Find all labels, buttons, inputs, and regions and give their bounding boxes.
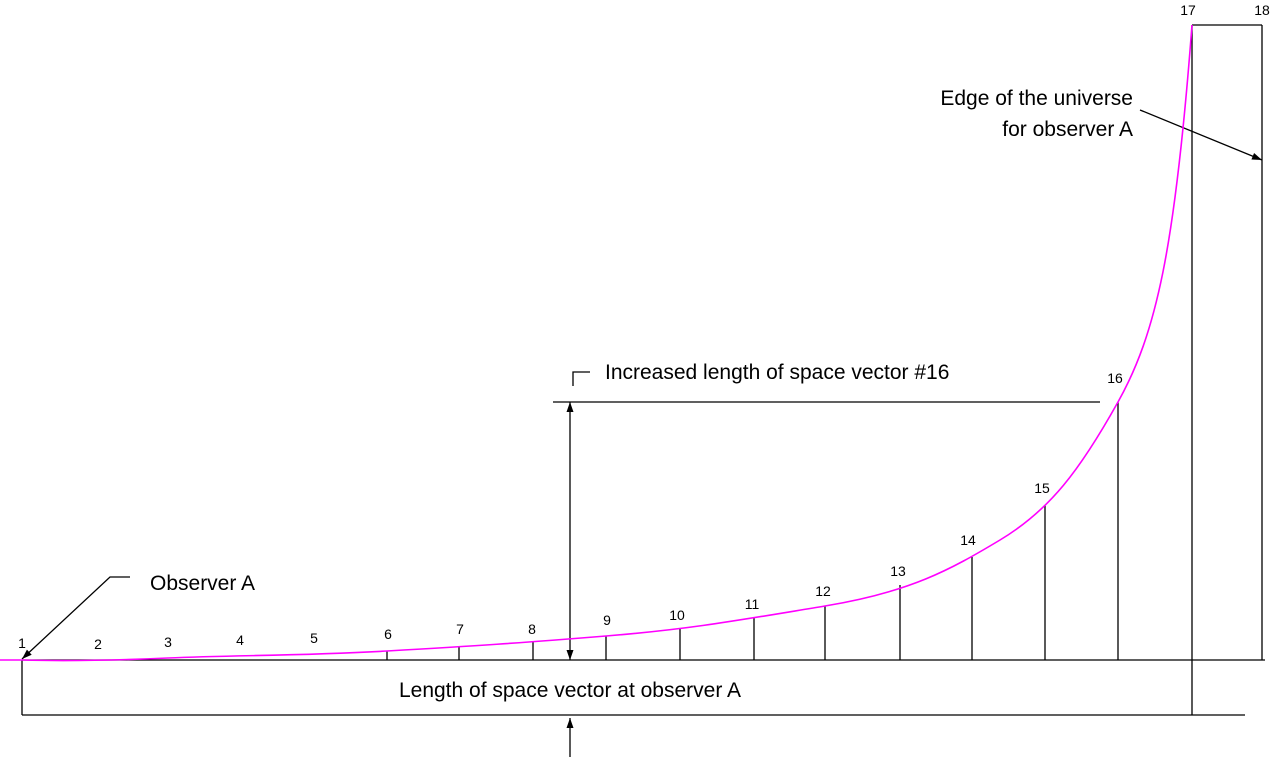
point-label: 7 xyxy=(456,621,464,637)
point-label: 3 xyxy=(164,634,172,650)
point-label: 17 xyxy=(1180,2,1196,18)
edge-label: for observer A xyxy=(1002,118,1133,141)
observer-leader xyxy=(21,576,130,660)
point-label: 1 xyxy=(18,635,26,651)
point-label: 5 xyxy=(310,630,318,646)
point-label: 15 xyxy=(1034,480,1050,496)
edge-label: Edge of the universe xyxy=(940,87,1133,110)
edge-leader xyxy=(1139,109,1263,161)
point-label: 6 xyxy=(384,626,392,642)
length-label: Length of space vector at observer A xyxy=(399,679,741,702)
point-label: 14 xyxy=(960,532,976,548)
point-label: 13 xyxy=(890,563,906,579)
point-label: 4 xyxy=(236,632,244,648)
leader xyxy=(572,371,590,386)
point-label: 11 xyxy=(745,596,760,612)
increased-label: Increased length of space vector #16 xyxy=(605,361,949,384)
observer-label: Observer A xyxy=(150,572,255,595)
point-label: 2 xyxy=(94,636,102,652)
point-label: 16 xyxy=(1107,370,1123,386)
curve xyxy=(0,24,1193,662)
frame-lines xyxy=(21,24,1265,757)
point-label: 10 xyxy=(669,607,685,623)
point-label: 18 xyxy=(1254,2,1270,18)
point-label: 8 xyxy=(528,621,536,637)
point-label: 9 xyxy=(603,612,611,628)
point-label: 12 xyxy=(815,583,831,599)
